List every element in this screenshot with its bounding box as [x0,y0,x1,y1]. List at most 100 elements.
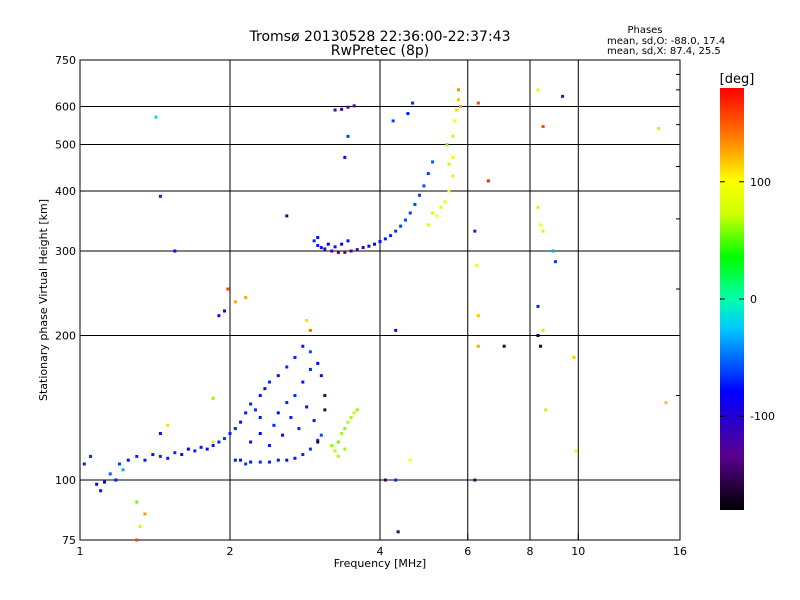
data-point [99,489,103,493]
y-tick-label: 200 [55,330,76,343]
data-point [151,453,155,457]
data-point [143,458,147,462]
data-point [551,249,555,253]
data-point [349,249,353,253]
data-point [455,108,459,112]
data-point [408,211,412,215]
data-point [378,240,382,244]
data-point [343,155,347,159]
data-point [447,189,451,193]
data-point [249,402,253,406]
data-point [143,512,147,516]
colorbar-label: [deg] [720,72,755,87]
chart-title: Tromsø 20130528 22:36:00-22:37:43 [249,29,511,45]
data-point [541,125,545,129]
data-point [285,401,289,405]
y-tick-label: 75 [62,534,76,547]
data-point [399,224,403,228]
data-point [486,179,490,183]
data-point [367,244,371,248]
data-point [158,194,162,198]
data-point [114,478,118,482]
data-point [457,98,461,102]
data-point [217,314,221,318]
data-point [289,415,293,419]
data-point [383,237,387,241]
data-point [431,160,435,164]
data-point [205,447,209,451]
x-axis: 1 2 4 6 8 10 16 [77,534,687,558]
data-point [333,108,337,112]
data-point [244,462,248,466]
data-point [349,415,353,419]
data-point [89,454,93,458]
data-point [263,387,267,391]
data-point [199,445,203,449]
y-tick-label: 500 [55,139,76,152]
data-point [326,242,330,246]
data-point [316,438,320,442]
legend-line-x: mean, sd,X: 87.4, 25.5 [607,46,721,57]
data-point [336,250,340,254]
data-point [228,432,232,436]
data-point [536,334,540,338]
data-point [340,242,344,246]
data-point [233,300,237,304]
data-point [561,94,565,98]
data-point [343,427,347,431]
data-point [158,454,162,458]
data-point [330,249,334,253]
data-point [346,105,350,109]
data-point [135,500,139,504]
data-point [285,458,289,462]
colorbar-tick-label: -100 [750,410,775,423]
data-point [473,229,477,233]
data-point [301,344,305,348]
data-point [336,440,340,444]
data-point [173,451,177,455]
data-point [574,449,578,453]
data-point [426,172,430,176]
data-point [233,427,237,431]
data-point [396,530,400,534]
data-point [166,423,170,427]
x-axis-label: Frequency [MHz] [334,557,426,570]
colorbar-tick-label: 0 [750,293,757,306]
data-point [373,242,377,246]
data-point [305,405,309,409]
data-point [539,223,543,227]
x-tick-label: 16 [673,545,687,558]
data-point [258,394,262,398]
data-point [323,394,327,398]
grid-lines [80,60,680,540]
y-tick-label: 750 [55,54,76,67]
data-point [451,155,455,159]
data-point [211,444,215,448]
data-point [244,411,248,415]
data-point [447,162,451,166]
data-point [664,401,668,405]
data-point [476,314,480,318]
data-point [536,88,540,92]
data-point [285,365,289,369]
data-point [117,462,121,466]
data-point [553,260,557,264]
data-point [276,458,280,462]
data-point [193,449,197,453]
data-point [301,453,305,457]
data-point [445,143,449,147]
data-point [138,525,142,529]
data-point [316,244,320,248]
data-point [211,396,215,400]
data-point [293,456,297,460]
data-point [316,361,320,365]
data-point [435,214,439,218]
data-point [361,246,365,250]
data-point [383,478,387,482]
data-point [657,126,661,130]
data-point [451,174,455,178]
y-tick-label: 400 [55,185,76,198]
colorbar-tick-label: 100 [750,176,771,189]
data-point [346,134,350,138]
